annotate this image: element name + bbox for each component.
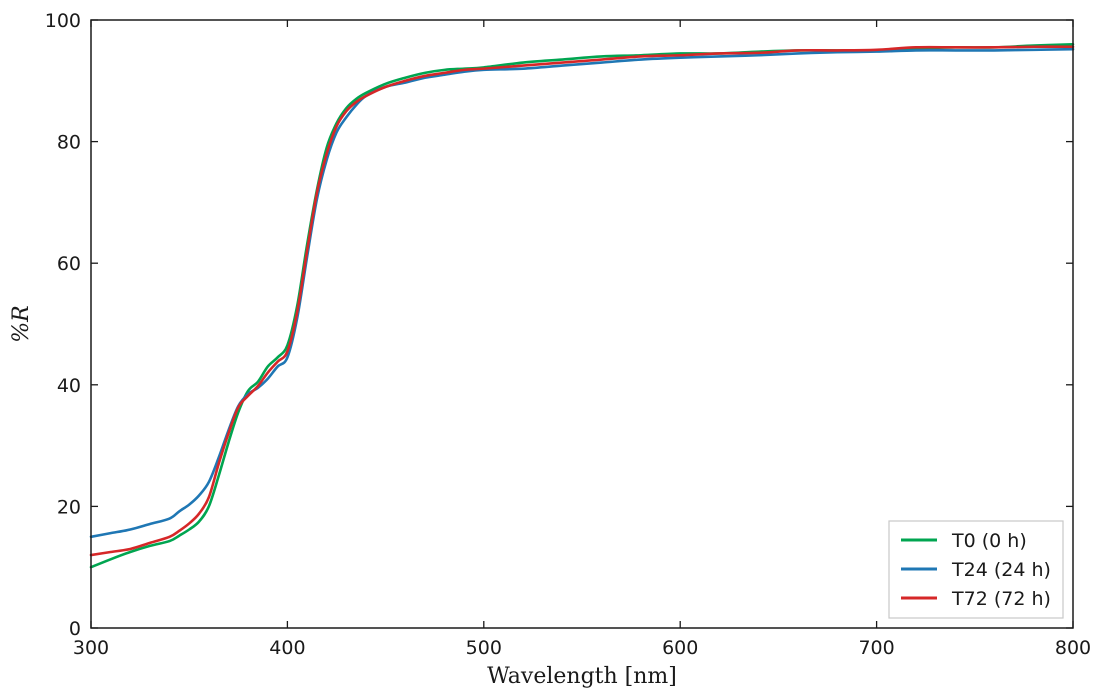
series-line-0 (89, 43, 1075, 569)
y-tick-label: 60 (57, 253, 81, 275)
series-line-2 (89, 45, 1075, 557)
legend-label-0: T0 (0 h) (951, 530, 1027, 552)
y-axis: 0 20 40 60 80 100 (45, 10, 1073, 640)
x-tick-label: 500 (466, 637, 502, 659)
x-tick-label: 400 (269, 637, 305, 659)
y-tick-label: 20 (57, 496, 81, 518)
legend-label-2: T72 (72 h) (951, 588, 1051, 610)
x-axis: 300 400 500 600 700 800 (73, 20, 1091, 659)
y-tick-label: 0 (69, 618, 81, 640)
legend-label-1: T24 (24 h) (951, 559, 1051, 581)
y-tick-label: 80 (57, 132, 81, 154)
x-tick-label: 600 (662, 637, 698, 659)
y-axis-title: %R (9, 305, 34, 342)
plot-frame (90, 19, 1074, 629)
series-line-1 (89, 47, 1075, 539)
x-tick-label: 800 (1055, 637, 1091, 659)
x-tick-label: 700 (858, 637, 894, 659)
legend: T0 (0 h) T24 (24 h) T72 (72 h) (888, 520, 1064, 619)
y-tick-label: 40 (57, 375, 81, 397)
series-layer (89, 43, 1075, 569)
x-axis-title: Wavelength [nm] (487, 664, 677, 689)
y-tick-label: 100 (45, 10, 81, 32)
x-tick-label: 300 (73, 637, 109, 659)
